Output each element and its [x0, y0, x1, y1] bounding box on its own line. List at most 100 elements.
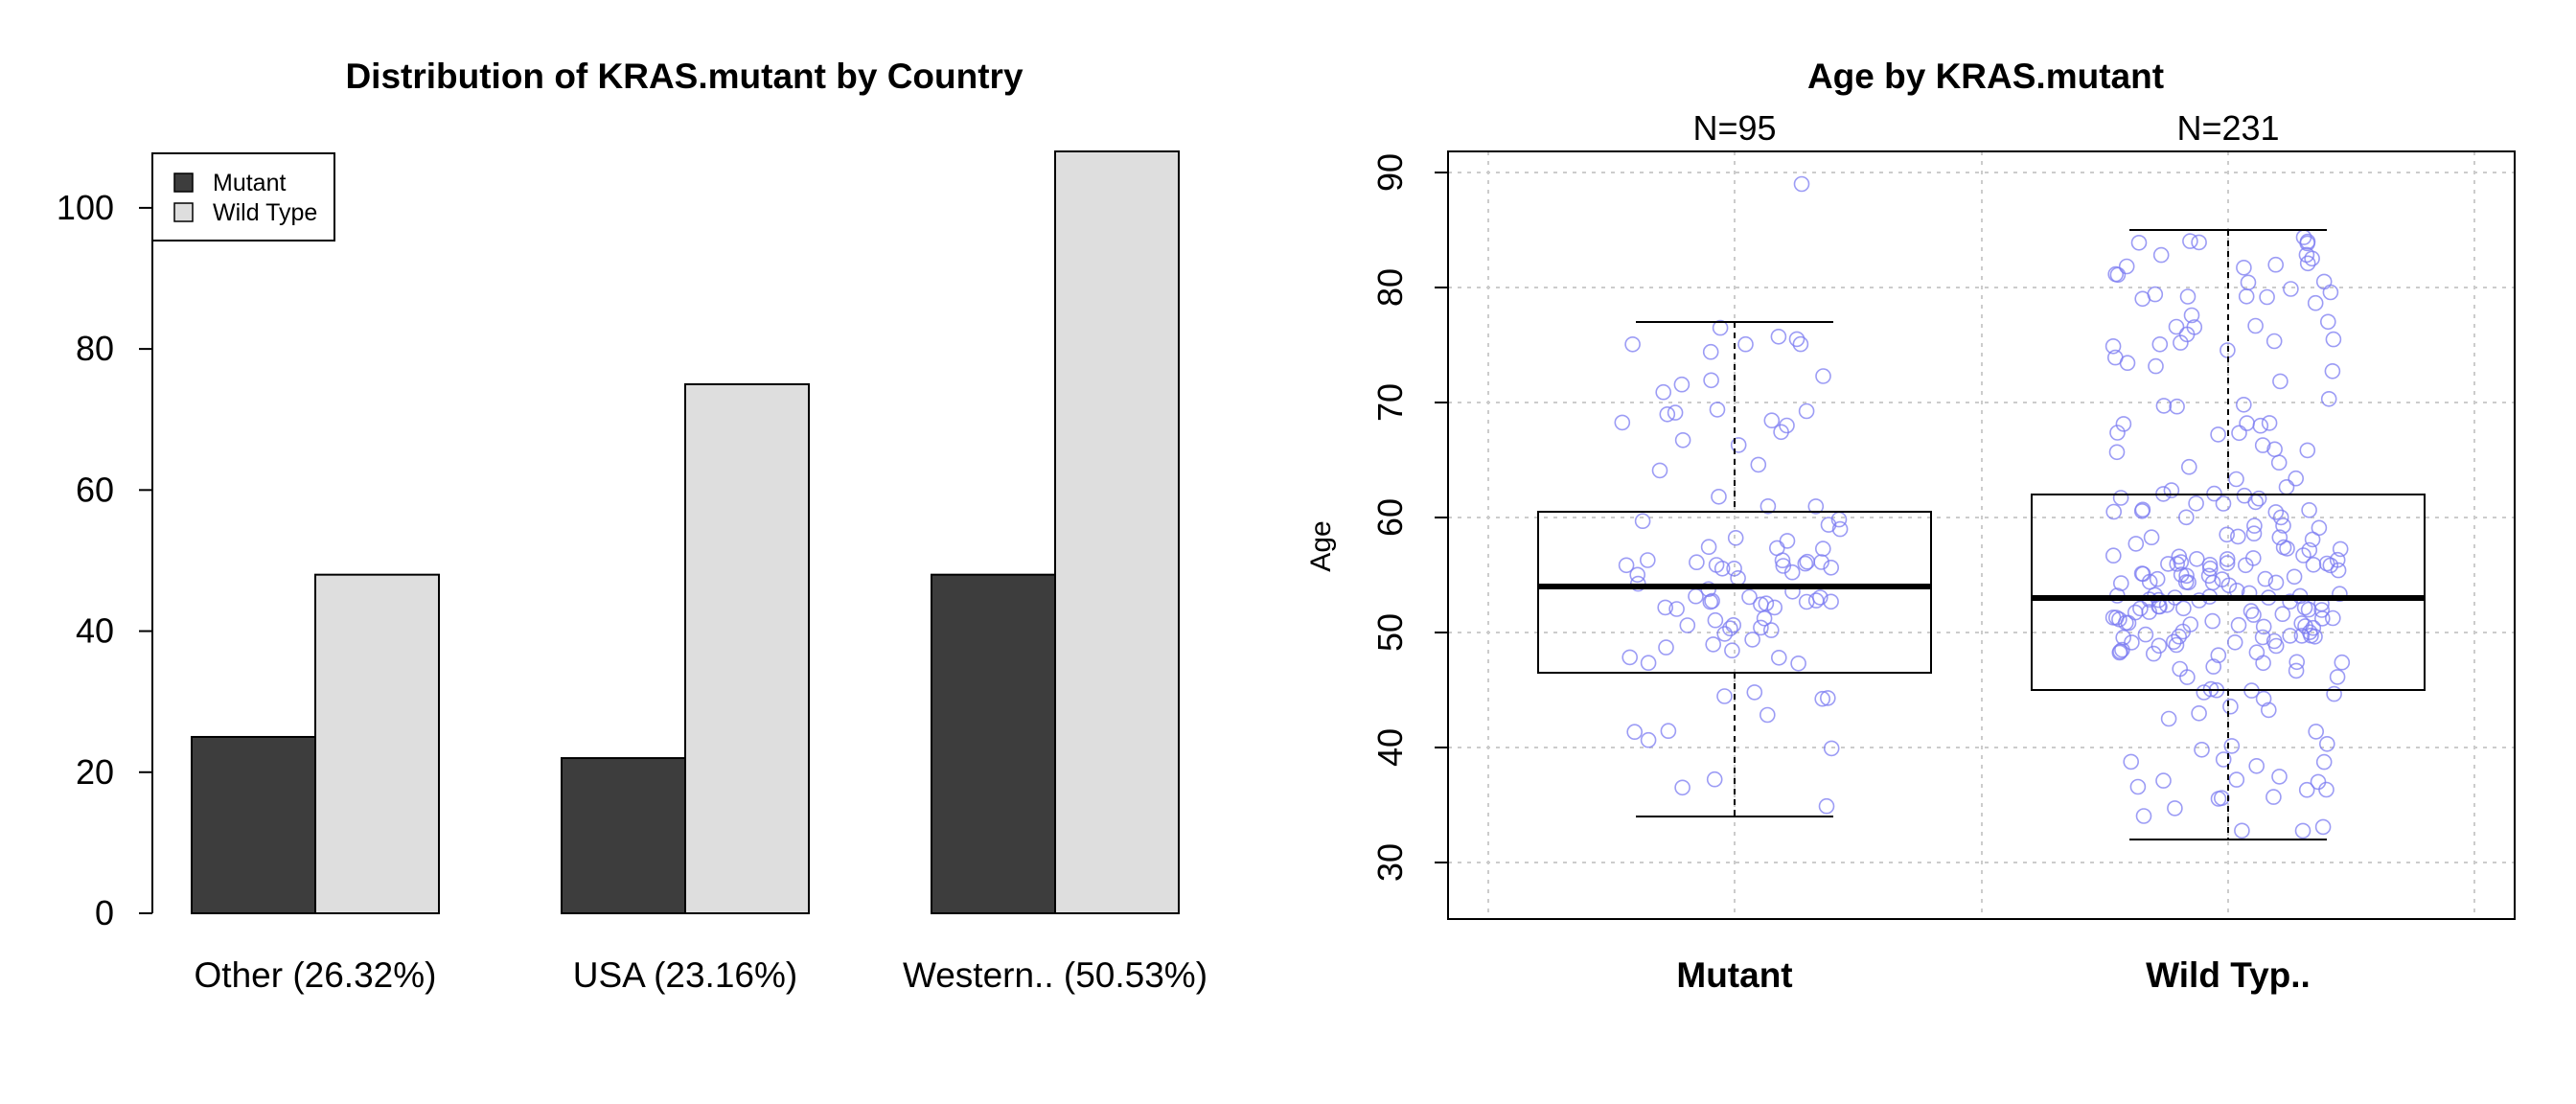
box-point: [2151, 335, 2169, 353]
box-point: [2231, 425, 2247, 442]
box-point: [1725, 616, 1741, 633]
bar-mutant-western-50-53: [931, 573, 1056, 915]
box-y-tick-label: 30: [1370, 843, 1410, 882]
box-point: [1727, 529, 1744, 546]
box-point: [2271, 529, 2288, 546]
box-point: [2250, 490, 2267, 507]
box-point: [2325, 331, 2342, 348]
box-point: [2288, 654, 2305, 671]
box-point: [2115, 416, 2132, 432]
box-point: [2236, 487, 2253, 504]
box-point: [2215, 495, 2232, 512]
box-point: [2205, 658, 2221, 675]
bar-chart-bars: [191, 150, 1180, 915]
bar-chart: Distribution of KRAS.mutant by Country 0…: [57, 57, 1208, 995]
box-point: [2194, 741, 2210, 758]
box-point: [2311, 519, 2328, 537]
box-iqr-wild-typ: [2031, 494, 2426, 691]
box-point: [2108, 444, 2126, 461]
box-point: [2255, 618, 2272, 635]
box-point: [1820, 690, 1836, 706]
box-y-tick-label: 40: [1370, 728, 1410, 767]
box-point: [2299, 442, 2316, 459]
box-point: [2247, 317, 2264, 334]
box-point: [2178, 509, 2195, 526]
box-group-label-mutant: Mutant: [1676, 955, 1792, 995]
box-point: [2270, 454, 2288, 472]
box-point: [2272, 509, 2289, 526]
box-point: [2334, 654, 2351, 671]
box-point: [1744, 632, 1760, 648]
box-point: [2171, 628, 2187, 645]
box-point: [2274, 606, 2291, 623]
box-point: [1779, 417, 1795, 434]
box-point: [1626, 724, 1643, 741]
box-point: [2266, 441, 2283, 458]
box-point: [2104, 337, 2122, 355]
box-point: [1737, 335, 1754, 353]
box-point: [1651, 462, 1668, 479]
box-point: [2245, 525, 2263, 542]
box-point: [1771, 649, 1787, 666]
box-point: [2204, 574, 2221, 591]
box-point: [2272, 373, 2288, 390]
box-y-tick-label: 80: [1370, 268, 1410, 307]
box-point: [2112, 643, 2128, 660]
box-point: [2179, 288, 2196, 305]
box-point: [2324, 362, 2341, 380]
box-y-tick-label: 90: [1370, 153, 1410, 192]
box-point: [2239, 415, 2255, 431]
box-point: [2228, 771, 2245, 788]
bar-chart-y-axis: 0 20 40 60 80 100: [57, 188, 153, 932]
box-point: [2112, 490, 2129, 506]
box-chart-y-axis: 30 40 50 60 70 80 90: [1370, 153, 1449, 882]
box-point: [2137, 626, 2154, 643]
box-point: [2286, 568, 2303, 586]
box-point: [2236, 259, 2252, 276]
box-point: [2219, 526, 2235, 543]
box-point: [1618, 557, 1635, 574]
box-point: [1774, 552, 1791, 569]
box-point: [2295, 547, 2312, 564]
box-point: [1807, 592, 1825, 609]
box-point: [1722, 620, 1738, 637]
box-point: [2105, 547, 2122, 564]
box-point: [1706, 770, 1723, 788]
box-point: [1714, 560, 1731, 577]
box-point: [2172, 660, 2188, 678]
box-point: [2307, 628, 2323, 645]
box-point: [2149, 570, 2166, 587]
box-point: [2168, 318, 2185, 335]
box-point: [2293, 628, 2311, 644]
box-n-label-mutant: N=95: [1692, 108, 1776, 148]
box-point: [2230, 616, 2247, 633]
box-point-outlier: [1793, 175, 1810, 193]
box-point: [2325, 610, 2341, 627]
box-point: [2305, 619, 2322, 636]
box-point: [1798, 593, 1815, 610]
box-point: [2163, 482, 2180, 498]
box-chart-grid: [1448, 151, 2515, 919]
box-point: [1700, 539, 1717, 556]
box-point: [1770, 328, 1787, 345]
box-point: [2105, 503, 2122, 520]
box-point: [2257, 570, 2274, 587]
box-point: [2332, 586, 2348, 603]
box-point: [1640, 552, 1656, 568]
box-point: [2191, 234, 2207, 251]
box-point: [2252, 417, 2269, 434]
box-point: [2271, 769, 2288, 785]
box-point: [2215, 751, 2232, 768]
box-point: [2332, 540, 2349, 558]
bar-mutant-usa-23-16: [561, 757, 686, 914]
box-iqr-mutant: [1537, 511, 1932, 674]
box-point: [2160, 710, 2177, 727]
box-point: [1614, 414, 1631, 431]
box-point: [2178, 567, 2195, 585]
box-point: [2166, 633, 2182, 651]
box-point: [2319, 735, 2335, 752]
box-point: [2242, 603, 2260, 619]
box-point: [2267, 504, 2285, 520]
box-point: [2146, 645, 2162, 662]
box-point: [2248, 644, 2266, 661]
